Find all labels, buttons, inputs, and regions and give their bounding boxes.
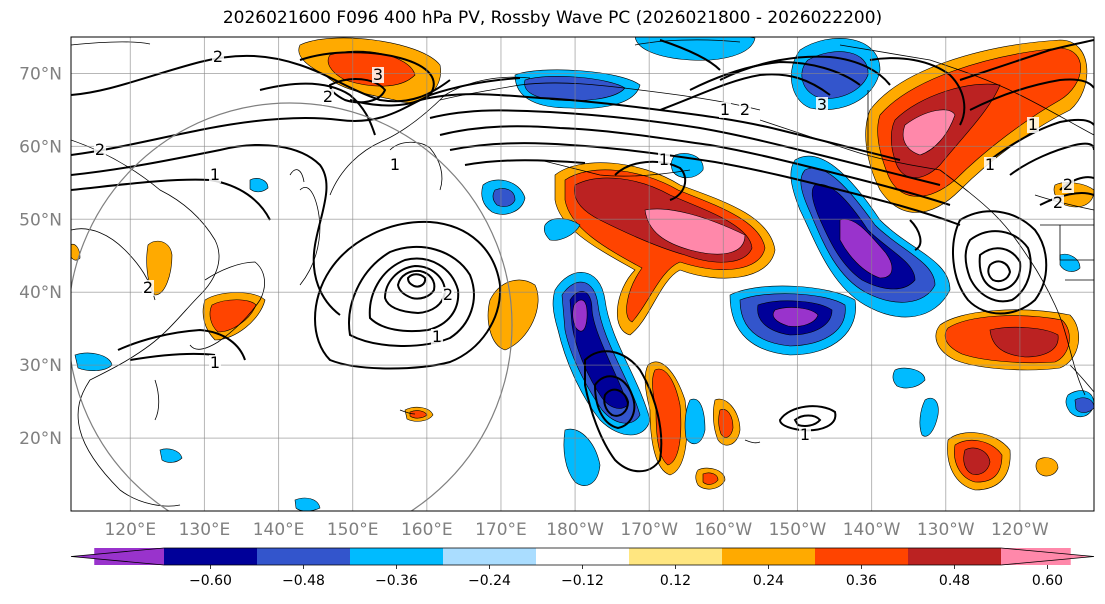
colorbar: −0.60 −0.48 −0.36 −0.24 −0.12 0.12 0.24 0.36 0.4… (70, 547, 1095, 589)
lon-tick-label: 160°W (694, 520, 752, 540)
lat-tick-label: 20°N (19, 429, 62, 449)
colorbar-tick-label: 0.36 (846, 573, 877, 589)
lon-tick-label: 170°E (475, 520, 527, 540)
contour-label: 3 (373, 65, 383, 84)
map-title: 2026021600 F096 400 hPa PV, Rossby Wave … (222, 8, 883, 28)
contour-label: 1 (985, 155, 995, 174)
contour-label-bg (816, 97, 828, 113)
colorbar-swatch (815, 548, 908, 565)
lon-tick-label: 140°E (253, 520, 305, 540)
contour-label: 1 (210, 165, 220, 184)
lon-tick-label: 150°E (327, 520, 379, 540)
colorbar-swatch (350, 548, 443, 565)
contour-label: 1 (390, 155, 400, 174)
colorbar-tick-label: 0.24 (753, 573, 784, 589)
contour-label-bg (739, 102, 751, 118)
contour-label-bg (1027, 117, 1039, 133)
contour-label: 2 (1063, 175, 1073, 194)
lon-tick-label: 140°W (843, 520, 901, 540)
contour-label-bg (142, 280, 154, 296)
lat-tick-label: 60°N (19, 137, 62, 157)
reference-circle (71, 102, 513, 511)
colorbar-tick-label: −0.12 (561, 573, 604, 589)
lat-tick-label: 50°N (19, 210, 62, 230)
lon-tick-label: 160°E (401, 520, 453, 540)
map-border (70, 36, 1095, 512)
lon-tick-label: 120°E (104, 520, 156, 540)
lon-tick-label: 120°W (991, 520, 1049, 540)
contour-label: 2 (740, 100, 750, 119)
contour-label-bg (431, 329, 443, 345)
contour-label-bg (1062, 177, 1074, 193)
longitude-labels: 120°E 130°E 140°E 150°E 160°E 170°E 180°W 170°W… (104, 520, 1048, 540)
contour-label-bg (322, 89, 334, 105)
colorbar-swatch (722, 548, 815, 565)
contour-label: 2 (143, 278, 153, 297)
contour-label-bg (372, 67, 384, 83)
contour-label: 1 (210, 353, 220, 372)
lat-tick-label: 70°N (19, 64, 62, 84)
colorbar-tick-label: −0.60 (189, 573, 232, 589)
lon-tick-label: 130°W (917, 520, 975, 540)
contour-label-bg (658, 152, 670, 168)
contour-label-bg (94, 142, 106, 158)
contour-label-bg (984, 157, 996, 173)
colorbar-swatch (536, 548, 629, 565)
contour-label: 2 (1053, 193, 1063, 212)
colorbar-tick-label: −0.24 (468, 573, 511, 589)
contour-label: 2 (95, 140, 105, 159)
colorbar-tick-label: −0.36 (375, 573, 418, 589)
contour-label: 2 (323, 87, 333, 106)
colorbar-swatch (629, 548, 722, 565)
lon-tick-label: 180°W (546, 520, 604, 540)
contour-label: 2 (213, 47, 223, 66)
colorbar-tick-label: −0.48 (282, 573, 325, 589)
colorbar-tick-label: 0.12 (660, 573, 691, 589)
lon-tick-label: 150°W (769, 520, 827, 540)
contour-label-bg (799, 427, 811, 443)
contour-label: 1 (800, 425, 810, 444)
lat-tick-label: 30°N (19, 356, 62, 376)
colorbar-swatch (908, 548, 1001, 565)
contour-label-bg (719, 102, 731, 118)
contour-label-bg (209, 355, 221, 371)
contour-label-bg (442, 287, 454, 303)
contour-label-bg (212, 49, 224, 65)
contour-label-bg (389, 157, 401, 173)
latitude-labels: 70°N 60°N 50°N 40°N 30°N 20°N (19, 64, 62, 449)
colorbar-swatch (164, 548, 257, 565)
contour-label-bg (1052, 195, 1064, 211)
contour-label: 1 (432, 327, 442, 346)
contour-label-bg (209, 167, 221, 183)
contour-label: 3 (817, 95, 827, 114)
pv-contours (71, 39, 1094, 473)
colorbar-swatch (443, 548, 536, 565)
colorbar-swatch (257, 548, 350, 565)
lon-tick-label: 170°W (620, 520, 678, 540)
contour-label: 1 (1028, 115, 1038, 134)
colorbar-tick-label: 0.48 (939, 573, 970, 589)
contour-label: 1 (659, 150, 669, 169)
contour-label: 1 (720, 100, 730, 119)
colorbar-swatch (94, 548, 164, 565)
lat-tick-label: 40°N (19, 283, 62, 303)
colorbar-outline (70, 547, 1095, 566)
colorbar-tick-label: 0.60 (1032, 573, 1063, 589)
colorbar-extend-high (1001, 548, 1094, 565)
contour-label: 2 (443, 285, 453, 304)
lon-tick-label: 130°E (179, 520, 231, 540)
